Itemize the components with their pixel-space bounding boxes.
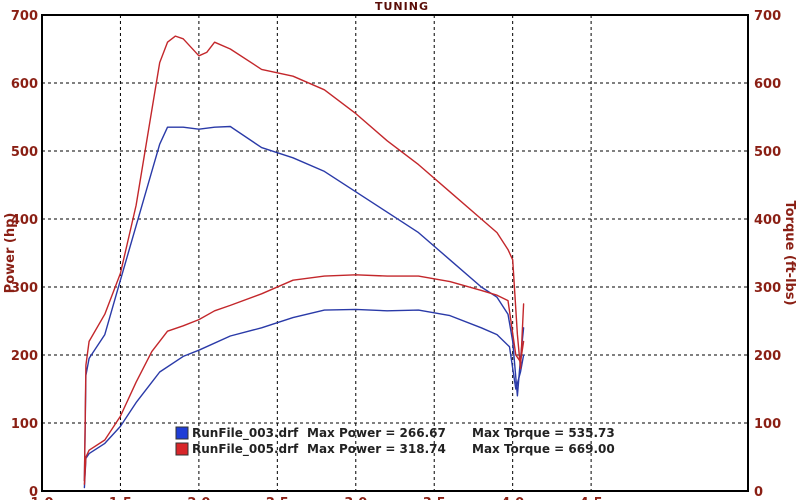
legend-swatch-series-1	[175, 426, 189, 440]
y-tick-label-right: 100	[754, 417, 781, 432]
x-tick-label: 2.5	[266, 496, 289, 500]
grid-lines	[42, 15, 748, 491]
y-tick-label-right: 600	[754, 77, 781, 92]
x-tick-label: 2.0	[187, 496, 210, 500]
x-tick-label: 1.5	[109, 496, 132, 500]
series-1-power-line	[83, 308, 525, 489]
y-tick-label-left: 200	[11, 349, 38, 364]
y-tick-label-right: 400	[754, 213, 781, 228]
y-tick-label-right: 0	[754, 485, 763, 500]
legend-swatch-series-2	[175, 442, 189, 456]
series-1-torque-line	[83, 125, 525, 482]
legend-series-2-max-torque: Max Torque = 669.00	[472, 442, 615, 456]
y-tick-label-right: 700	[754, 9, 781, 24]
y-tick-label-right: 500	[754, 145, 781, 160]
y-tick-label-left: 100	[11, 417, 38, 432]
y-tick-label-left: 400	[11, 213, 38, 228]
plot-area	[41, 14, 749, 492]
legend-series-1-name: RunFile_003.drf	[192, 426, 299, 441]
x-tick-label: 3.0	[344, 496, 367, 500]
x-tick-label: 3.5	[423, 496, 446, 500]
legend-series-1-max-torque: Max Torque = 535.73	[472, 426, 615, 440]
x-tick-label: 4.0	[501, 496, 524, 500]
series-2-torque-line	[83, 35, 525, 482]
legend-series-2-name: RunFile_005.drf	[192, 442, 299, 457]
legend-series-2-max-power: Max Power = 318.74	[307, 442, 446, 456]
legend-series-1-max-power: Max Power = 266.67	[307, 426, 446, 440]
tick-labels: 1.0 1.5 2.0 2.5 3.0 3.5 4.0 4.5 0 0 100 100 200 200 30…	[11, 9, 781, 500]
legend: RunFile_003.drf Max Power = 266.67 Max T…	[175, 426, 615, 457]
y-tick-label-left: 700	[11, 9, 38, 24]
y-axis-title-right: Torque (ft-lbs)	[782, 200, 797, 305]
series-2-power-line	[83, 274, 525, 485]
y-tick-label-left: 500	[11, 145, 38, 160]
y-tick-label-left: 600	[11, 77, 38, 92]
y-axis-title-left: Power (hp)	[3, 213, 18, 294]
x-tick-label: 1.0	[30, 496, 53, 500]
x-tick-label: 4.5	[580, 496, 603, 500]
y-tick-label-left: 300	[11, 281, 38, 296]
y-tick-label-right: 200	[754, 349, 781, 364]
y-tick-label-right: 300	[754, 281, 781, 296]
series-lines	[83, 35, 525, 489]
chart-title: TUNING	[375, 0, 429, 13]
y-tick-label-left: 0	[29, 485, 38, 500]
